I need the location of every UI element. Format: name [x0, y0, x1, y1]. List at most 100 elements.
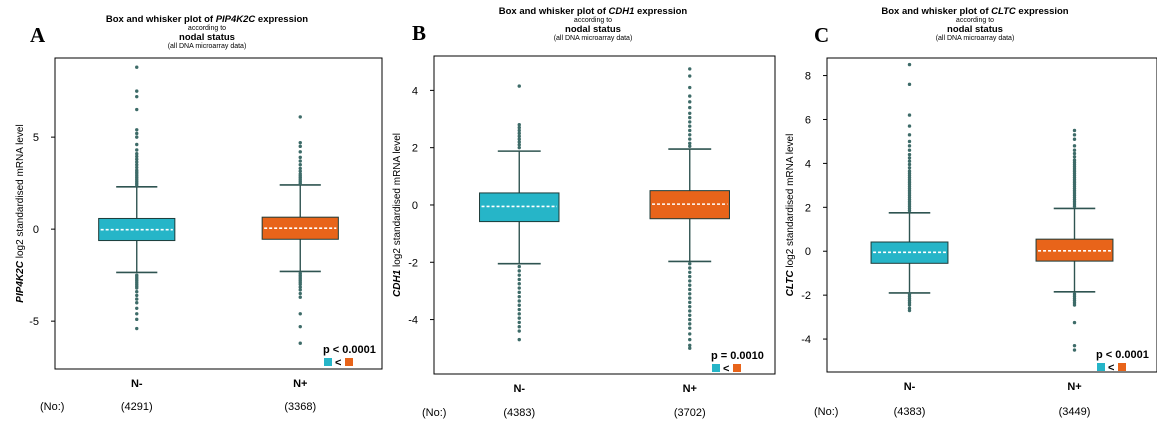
chart-title: Box and whisker plot of PIP4K2C expressi…: [106, 14, 308, 25]
outlier-point: [135, 128, 139, 132]
outlier-point: [517, 143, 521, 147]
outlier-point: [907, 303, 912, 307]
y-axis-label: PIP4K2C log2 standardised mRNA level: [15, 124, 26, 302]
title-according: according to: [574, 17, 612, 24]
outlier-point: [298, 115, 302, 119]
group-count: (3449): [1059, 406, 1091, 418]
title-grouping: nodal status: [947, 24, 1003, 35]
panel-letter: C: [814, 23, 829, 47]
outlier-point: [517, 294, 521, 299]
outlier-point: [688, 266, 692, 270]
outlier-point: [298, 291, 302, 296]
outlier-point: [688, 313, 692, 317]
outlier-point: [135, 297, 139, 301]
outlier-point: [298, 324, 302, 329]
outlier-point: [517, 140, 521, 144]
outlier-point: [688, 128, 692, 133]
outlier-point: [688, 67, 692, 71]
panel-c: C Box and whisker plot of CLTC expression…: [785, 6, 1157, 418]
outlier-point: [135, 148, 139, 152]
y-tick-label: 2: [805, 202, 811, 214]
outlier-point: [135, 154, 139, 159]
count-label: (No:): [422, 407, 446, 419]
legend-swatch-n-plus: [345, 358, 353, 366]
outlier-point: [298, 140, 302, 145]
outlier-point: [135, 317, 139, 322]
y-tick-label: -4: [408, 315, 418, 327]
outlier-point: [517, 125, 521, 130]
box-n-plus: [261, 115, 339, 345]
outlier-point: [517, 286, 521, 290]
outlier-point: [1072, 343, 1077, 348]
outlier-point: [907, 144, 912, 148]
outlier-point: [517, 137, 521, 141]
outlier-point: [688, 332, 692, 336]
y-tick-label: 0: [412, 200, 418, 212]
outlier-point: [298, 285, 302, 289]
count-label: (No:): [40, 401, 64, 413]
outlier-point: [298, 166, 302, 171]
outlier-point: [135, 142, 139, 147]
chart-title: Box and whisker plot of CDH1 expression: [499, 6, 688, 17]
outlier-point: [517, 303, 521, 307]
x-category-label: N+: [683, 383, 697, 395]
outlier-point: [688, 270, 692, 274]
outlier-point: [1072, 151, 1077, 156]
outlier-point: [688, 322, 692, 326]
outlier-point: [298, 144, 302, 149]
plot-frame: [54, 57, 383, 370]
box-iqr: [479, 192, 560, 223]
x-category-label: N-: [513, 383, 525, 395]
outlier-point: [517, 307, 521, 312]
y-axis-label: CLTC log2 standardised mRNA level: [785, 134, 796, 297]
outlier-point: [298, 155, 302, 160]
outlier-point: [517, 329, 521, 333]
outlier-point: [135, 286, 139, 290]
outlier-point: [135, 165, 139, 170]
outlier-point: [298, 169, 302, 173]
outlier-point: [907, 166, 912, 170]
outlier-point: [135, 89, 139, 93]
outlier-point: [517, 145, 521, 150]
panel-b: B Box and whisker plot of CDH1 expression…: [392, 6, 776, 419]
outlier-point: [135, 94, 139, 99]
y-tick-label: 6: [805, 114, 811, 126]
outlier-point: [688, 296, 692, 300]
outlier-point: [517, 123, 521, 127]
outlier-point: [688, 120, 692, 124]
group-count: (4383): [894, 406, 926, 418]
y-tick-label: -5: [29, 316, 39, 328]
title-according: according to: [956, 17, 994, 24]
outlier-point: [688, 137, 692, 141]
outlier-point: [907, 148, 912, 152]
group-count: (4291): [121, 401, 153, 413]
outlier-point: [298, 282, 302, 287]
outlier-point: [517, 277, 521, 282]
outlier-point: [688, 74, 692, 78]
outlier-point: [517, 84, 521, 88]
outlier-point: [688, 144, 692, 148]
box-n-minus: [870, 62, 949, 313]
outlier-point: [907, 113, 912, 117]
p-value: p < 0.0001: [1096, 349, 1149, 361]
x-category-label: N+: [1067, 381, 1081, 393]
outlier-point: [135, 131, 139, 136]
outlier-point: [688, 133, 692, 137]
y-tick-label: -2: [801, 290, 811, 302]
outlier-point: [688, 94, 692, 98]
outlier-point: [135, 326, 139, 331]
outlier-point: [688, 115, 692, 120]
outlier-point: [135, 107, 139, 112]
chart-title: Box and whisker plot of CLTC expression: [881, 6, 1068, 17]
legend-swatch-n-plus: [1118, 363, 1126, 371]
outlier-point: [517, 269, 521, 273]
outlier-point: [688, 124, 692, 128]
outlier-point: [907, 139, 912, 144]
plot-frame: [826, 57, 1157, 373]
outlier-point: [688, 317, 692, 322]
outlier-point: [688, 326, 692, 330]
y-tick-label: 0: [33, 224, 39, 236]
outlier-point: [688, 304, 692, 309]
outlier-point: [688, 100, 692, 104]
outlier-point: [517, 282, 521, 286]
